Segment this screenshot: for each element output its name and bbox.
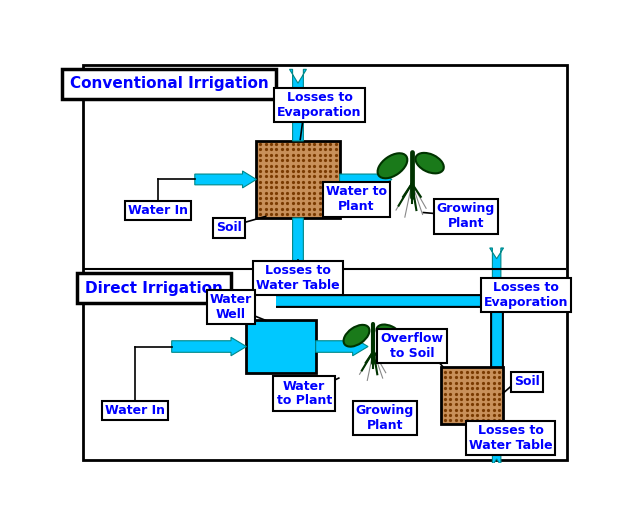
Text: Water
to Plant: Water to Plant: [276, 380, 332, 408]
Polygon shape: [290, 69, 306, 141]
Text: Losses to
Evaporation: Losses to Evaporation: [484, 281, 568, 309]
Ellipse shape: [344, 325, 370, 347]
Text: Water In: Water In: [105, 404, 165, 417]
Polygon shape: [316, 337, 368, 356]
Polygon shape: [195, 171, 256, 188]
Text: Soil: Soil: [515, 375, 540, 388]
Text: Water
Well: Water Well: [210, 293, 252, 321]
Ellipse shape: [377, 324, 401, 342]
Ellipse shape: [378, 153, 407, 178]
Text: Growing
Plant: Growing Plant: [356, 404, 414, 432]
Text: Soil: Soil: [216, 222, 242, 235]
Bar: [247, 320, 316, 373]
Text: Overflow
to Soil: Overflow to Soil: [380, 332, 443, 360]
Text: Water In: Water In: [128, 204, 188, 217]
Polygon shape: [172, 337, 247, 356]
Bar: [256, 141, 340, 218]
Polygon shape: [489, 424, 503, 470]
Text: Direct Irrigation: Direct Irrigation: [85, 280, 223, 295]
Text: Losses to
Evaporation: Losses to Evaporation: [277, 91, 362, 119]
Bar: [441, 367, 503, 424]
Text: Conventional Irrigation: Conventional Irrigation: [70, 76, 269, 92]
Polygon shape: [340, 171, 392, 188]
Polygon shape: [290, 218, 306, 274]
Text: Growing
Plant: Growing Plant: [437, 202, 495, 230]
Text: Losses to
Water Table: Losses to Water Table: [469, 424, 552, 452]
Ellipse shape: [415, 153, 444, 173]
Text: Losses to
Water Table: Losses to Water Table: [256, 264, 340, 292]
Text: Water to
Plant: Water to Plant: [326, 186, 387, 213]
Polygon shape: [489, 248, 503, 301]
